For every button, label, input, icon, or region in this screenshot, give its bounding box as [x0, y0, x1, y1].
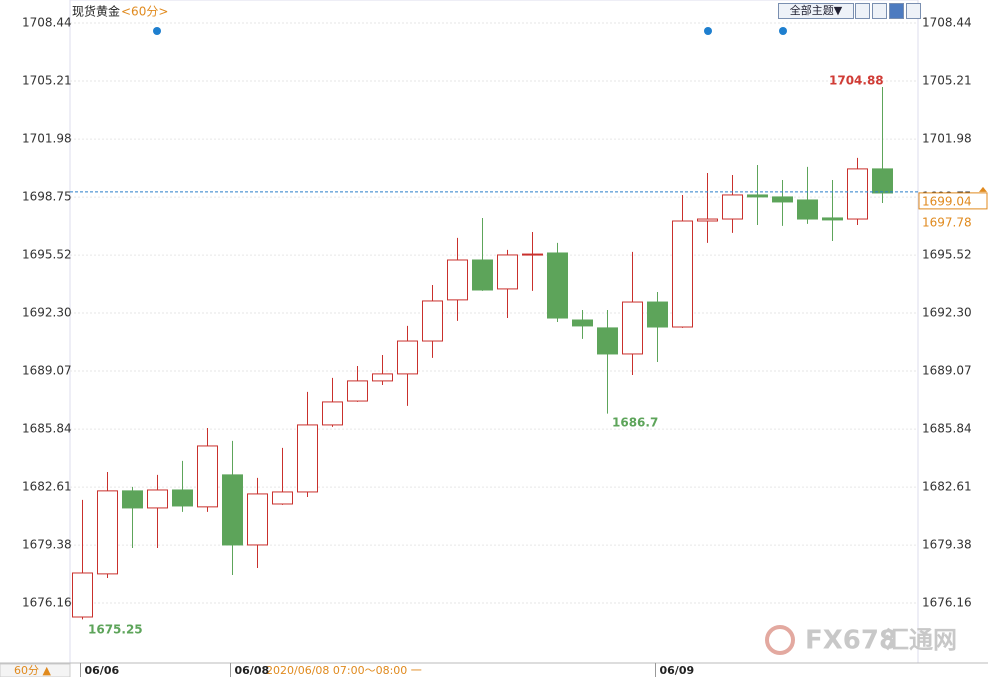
candle-body [747, 194, 768, 198]
candle-body [797, 199, 818, 220]
low-label: 1686.7 [612, 416, 658, 430]
candle-body [472, 259, 493, 291]
y-tick-label: 1708.44 [922, 15, 972, 29]
candle-body [347, 380, 368, 402]
event-dot[interactable] [704, 27, 712, 35]
period-label: <60分> [121, 5, 168, 19]
y-tick-label: 1708.44 [22, 15, 72, 29]
last-price-box [918, 192, 988, 210]
y-tick-label: 1689.07 [22, 364, 72, 378]
price-marker [979, 186, 987, 192]
candle-body [97, 490, 118, 575]
tool-button[interactable] [872, 3, 887, 19]
x-tick-label: 06/08 [235, 664, 270, 677]
watermark-logo [765, 625, 795, 655]
tool-button[interactable] [855, 3, 870, 19]
y-tick-label: 1695.52 [922, 248, 972, 262]
candle-body [222, 474, 243, 546]
candle-body [772, 196, 793, 203]
y-tick-label: 1689.07 [922, 364, 972, 378]
y-tick-label: 1682.61 [22, 480, 72, 494]
x-tick-label: 06/06 [85, 664, 120, 677]
candle-body [422, 300, 443, 342]
event-dot[interactable] [779, 27, 787, 35]
candle-body [847, 168, 868, 220]
candle-body [572, 319, 593, 327]
y-tick-label: 1685.84 [22, 422, 72, 436]
candle-body [122, 490, 143, 509]
y-tick-label: 1692.30 [922, 305, 972, 319]
y-tick-label: 1698.75 [22, 190, 72, 204]
y-tick-label: 1701.98 [22, 132, 72, 146]
candle-body [322, 401, 343, 426]
candle-body [272, 491, 293, 505]
candle-body [722, 194, 743, 220]
candle-body [172, 489, 193, 507]
candle-body [197, 445, 218, 508]
y-tick-label: 1685.84 [922, 422, 972, 436]
period-button-label[interactable]: 60分 ▲ [14, 664, 51, 677]
high-label: 1704.88 [829, 74, 884, 88]
event-dot[interactable] [153, 27, 161, 35]
y-tick-label: 1676.16 [22, 595, 72, 609]
watermark: FX678 [805, 626, 897, 656]
candle-body [522, 253, 543, 256]
candle-body [622, 301, 643, 355]
candle-body [547, 252, 568, 319]
candle-body [697, 218, 718, 222]
candle-body [247, 493, 268, 546]
y-tick-label: 1679.38 [22, 538, 72, 552]
plot-frame [69, 0, 919, 664]
chart-title: 现货黄金 [72, 4, 120, 19]
theme-button[interactable]: 全部主题▼ [778, 3, 854, 19]
tool-button[interactable] [889, 3, 904, 19]
candle-body [397, 340, 418, 375]
candle-body [497, 254, 518, 290]
candle-body [672, 220, 693, 328]
x-tick-label: 06/09 [660, 664, 695, 677]
period-button[interactable] [0, 663, 71, 677]
y-tick-label: 1701.98 [922, 132, 972, 146]
crosshair-label: 2020/06/08 07:00～08:00 一 [266, 664, 422, 677]
candle-body [147, 489, 168, 509]
y-tick-label: 1705.21 [22, 74, 72, 88]
candle-body [72, 572, 93, 618]
tool-button[interactable] [906, 3, 921, 19]
candle-body [297, 424, 318, 493]
candle-body [597, 327, 618, 355]
y-tick-label: 1676.16 [922, 595, 972, 609]
watermark: 汇通网 [885, 626, 957, 654]
low-label: 1675.25 [88, 623, 143, 637]
candle-body [822, 217, 843, 221]
candle-body [872, 168, 893, 194]
candle-body [372, 373, 393, 382]
y-tick-label: 1692.30 [22, 305, 72, 319]
y-tick-label: 1695.52 [22, 248, 72, 262]
y-tick-label: 1679.38 [922, 538, 972, 552]
candle-body [647, 301, 668, 328]
y-tick-label: 1682.61 [922, 480, 972, 494]
y-tick-label: 1705.21 [922, 74, 972, 88]
price-label: 1697.78 [922, 215, 972, 229]
last-price-label: 1699.04 [922, 194, 972, 208]
candle-body [447, 259, 468, 301]
